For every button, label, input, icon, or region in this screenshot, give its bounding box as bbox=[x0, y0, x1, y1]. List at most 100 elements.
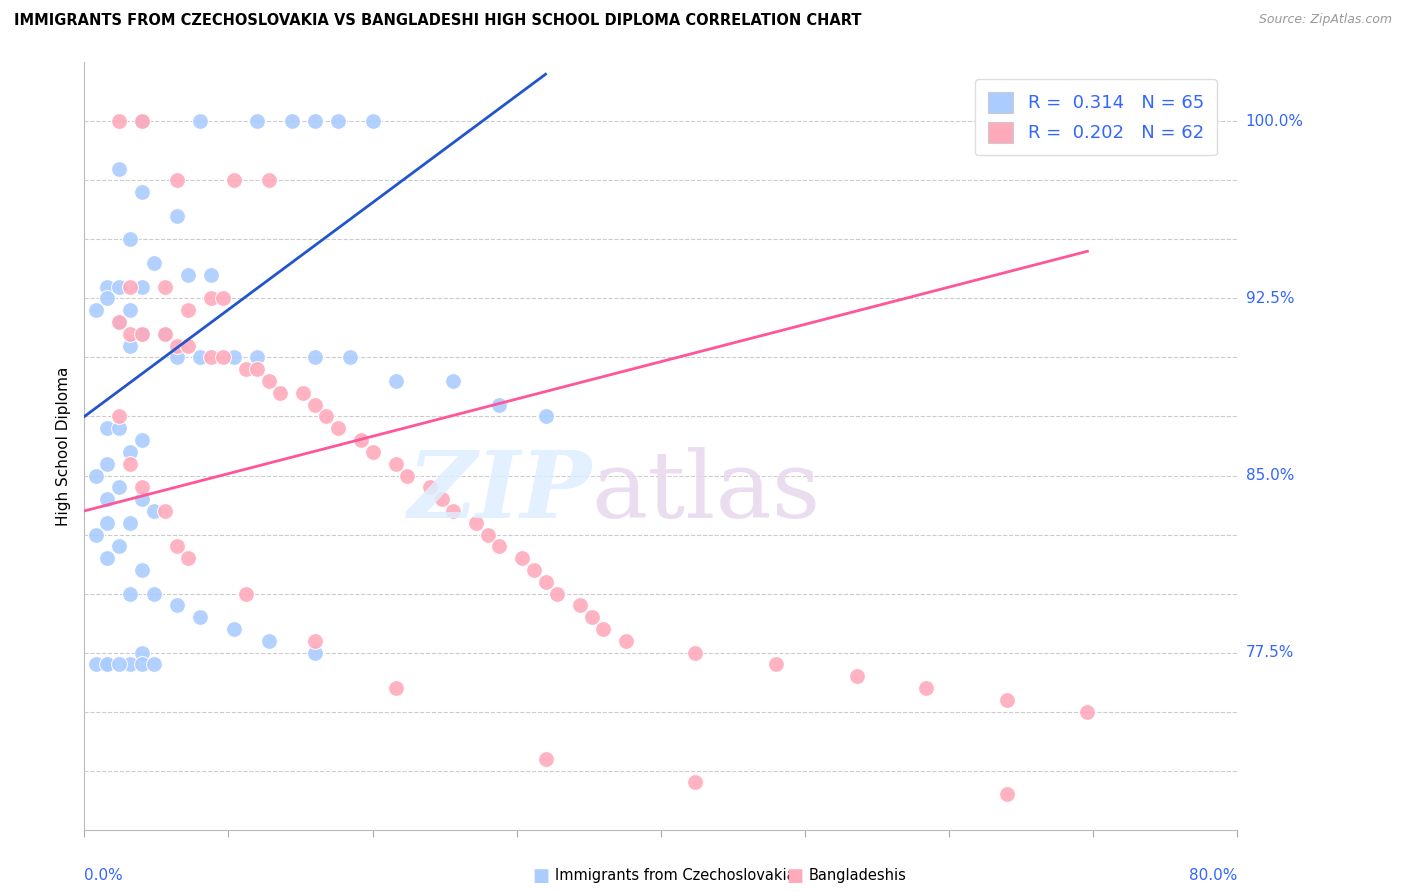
Point bbox=[108, 657, 131, 672]
Point bbox=[685, 646, 707, 660]
Point bbox=[534, 409, 557, 424]
Text: 92.5%: 92.5% bbox=[1246, 291, 1294, 306]
Point bbox=[166, 209, 188, 223]
Point bbox=[326, 421, 349, 435]
Point bbox=[281, 114, 304, 128]
Point bbox=[614, 633, 637, 648]
Point bbox=[200, 351, 222, 365]
Point bbox=[224, 351, 246, 365]
Point bbox=[512, 551, 534, 566]
Text: 80.0%: 80.0% bbox=[1189, 869, 1237, 883]
Point bbox=[465, 516, 488, 530]
Point bbox=[441, 504, 464, 518]
Point bbox=[142, 657, 165, 672]
Point bbox=[200, 292, 222, 306]
Text: 0.0%: 0.0% bbox=[84, 869, 124, 883]
Point bbox=[131, 646, 153, 660]
Point bbox=[396, 468, 419, 483]
Text: IMMIGRANTS FROM CZECHOSLOVAKIA VS BANGLADESHI HIGH SCHOOL DIPLOMA CORRELATION CH: IMMIGRANTS FROM CZECHOSLOVAKIA VS BANGLA… bbox=[14, 13, 862, 29]
Point bbox=[384, 457, 406, 471]
Point bbox=[361, 114, 384, 128]
Point bbox=[131, 433, 153, 447]
Point bbox=[361, 445, 384, 459]
Point bbox=[142, 256, 165, 270]
Point bbox=[235, 362, 257, 376]
Point bbox=[685, 775, 707, 789]
Point bbox=[224, 622, 246, 636]
Point bbox=[339, 351, 361, 365]
Point bbox=[304, 351, 326, 365]
Point bbox=[96, 292, 118, 306]
Point bbox=[350, 433, 373, 447]
Point bbox=[569, 599, 592, 613]
Point bbox=[108, 480, 131, 494]
Point bbox=[142, 504, 165, 518]
Point bbox=[304, 114, 326, 128]
Point bbox=[304, 646, 326, 660]
Point bbox=[246, 114, 269, 128]
Point bbox=[304, 398, 326, 412]
Point bbox=[120, 303, 142, 318]
Point bbox=[765, 657, 787, 672]
Point bbox=[326, 114, 349, 128]
Point bbox=[96, 421, 118, 435]
Point bbox=[96, 279, 118, 293]
Point bbox=[384, 374, 406, 388]
Point bbox=[246, 362, 269, 376]
Point bbox=[96, 516, 118, 530]
Point bbox=[315, 409, 337, 424]
Point bbox=[120, 232, 142, 246]
Text: atlas: atlas bbox=[592, 447, 821, 537]
Point bbox=[108, 161, 131, 176]
Point bbox=[131, 114, 153, 128]
Point bbox=[384, 681, 406, 695]
Point bbox=[235, 586, 257, 600]
Point bbox=[915, 681, 938, 695]
Point bbox=[523, 563, 546, 577]
Point bbox=[120, 516, 142, 530]
Point bbox=[177, 339, 200, 353]
Point bbox=[430, 492, 453, 507]
Point bbox=[166, 599, 188, 613]
Point bbox=[153, 279, 176, 293]
Point bbox=[84, 468, 107, 483]
Point bbox=[488, 398, 510, 412]
Point bbox=[131, 186, 153, 200]
Point bbox=[166, 539, 188, 553]
Point bbox=[142, 586, 165, 600]
Text: ■: ■ bbox=[786, 867, 803, 885]
Text: 100.0%: 100.0% bbox=[1246, 114, 1303, 129]
Point bbox=[108, 315, 131, 329]
Point bbox=[188, 351, 211, 365]
Text: Bangladeshis: Bangladeshis bbox=[808, 869, 907, 883]
Point bbox=[84, 527, 107, 541]
Point bbox=[153, 326, 176, 341]
Point bbox=[188, 114, 211, 128]
Point bbox=[1076, 705, 1098, 719]
Point bbox=[131, 563, 153, 577]
Point bbox=[84, 303, 107, 318]
Point bbox=[120, 339, 142, 353]
Point bbox=[257, 374, 280, 388]
Point bbox=[131, 279, 153, 293]
Point bbox=[131, 480, 153, 494]
Point bbox=[120, 326, 142, 341]
Point bbox=[224, 173, 246, 187]
Point bbox=[166, 351, 188, 365]
Point bbox=[153, 326, 176, 341]
Point bbox=[177, 303, 200, 318]
Point bbox=[108, 279, 131, 293]
Point bbox=[188, 610, 211, 624]
Point bbox=[211, 351, 233, 365]
Point bbox=[131, 114, 153, 128]
Point bbox=[441, 374, 464, 388]
Point bbox=[96, 551, 118, 566]
Point bbox=[304, 633, 326, 648]
Point bbox=[120, 457, 142, 471]
Point bbox=[592, 622, 614, 636]
Point bbox=[120, 445, 142, 459]
Point bbox=[211, 292, 233, 306]
Y-axis label: High School Diploma: High School Diploma bbox=[56, 367, 72, 525]
Point bbox=[96, 657, 118, 672]
Point bbox=[120, 657, 142, 672]
